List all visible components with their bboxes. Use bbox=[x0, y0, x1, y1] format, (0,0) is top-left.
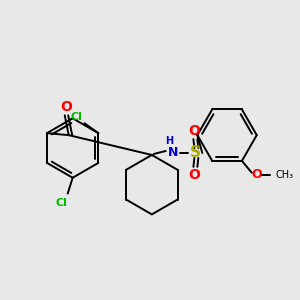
Text: H: H bbox=[166, 136, 174, 146]
Text: Cl: Cl bbox=[71, 112, 82, 122]
Text: S: S bbox=[190, 146, 201, 160]
Text: O: O bbox=[60, 100, 72, 114]
Text: O: O bbox=[188, 168, 200, 182]
Text: O: O bbox=[188, 124, 200, 138]
Text: O: O bbox=[251, 168, 262, 181]
Text: N: N bbox=[167, 146, 178, 160]
Text: Cl: Cl bbox=[56, 199, 68, 208]
Text: CH₃: CH₃ bbox=[275, 170, 294, 180]
